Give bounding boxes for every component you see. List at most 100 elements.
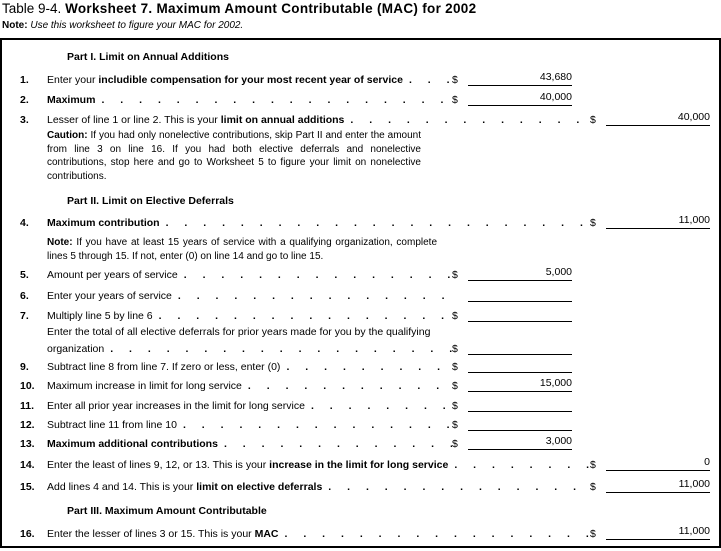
line-number: 2.: [20, 94, 29, 106]
caution-paragraph: Caution: If you had only nonelective con…: [47, 130, 422, 182]
line-number: 9.: [20, 361, 29, 373]
line-2: 2. Maximum $40,000: [20, 91, 572, 106]
table-title: Table 9-4. Worksheet 7. Maximum Amount C…: [2, 1, 477, 16]
amount-field[interactable]: [468, 397, 572, 412]
dot-leader: [344, 114, 590, 126]
amount-field[interactable]: [468, 287, 572, 302]
dollar-sign: $: [452, 438, 458, 450]
line-number: 1.: [20, 74, 29, 86]
part-2-heading: Part II. Limit on Elective Deferrals: [67, 195, 234, 207]
line-14: 14. Enter the least of lines 9, 12, or 13…: [20, 456, 710, 471]
line-15: 15. Add lines 4 and 14. This is your limi…: [20, 478, 710, 493]
dot-leader: [153, 310, 452, 322]
line-text: Add lines 4 and 14. This is your limit o…: [47, 481, 323, 493]
line-number: 11.: [20, 400, 35, 412]
line-number: 12.: [20, 419, 35, 431]
line-4: 4. Maximum contribution $11,000: [20, 214, 710, 229]
line-13: 13. Maximum additional contributions $3,00…: [20, 435, 572, 450]
line-number: 6.: [20, 290, 29, 302]
dot-leader: [448, 459, 590, 471]
line-number: 10.: [20, 380, 35, 392]
line-number: 7.: [20, 310, 29, 322]
line-text: Amount per years of service: [47, 269, 178, 281]
amount-field[interactable]: 40,000: [606, 111, 710, 126]
dot-leader: [280, 361, 452, 373]
line-16: 16. Enter the lesser of lines 3 or 15. Th…: [20, 525, 710, 540]
amount-field[interactable]: 0: [606, 456, 710, 471]
amount-field[interactable]: [468, 358, 572, 373]
dollar-sign: $: [452, 74, 458, 86]
dot-leader: [95, 94, 452, 106]
dollar-sign: $: [590, 459, 596, 471]
dot-leader: [160, 217, 590, 229]
line-text: Enter all prior year increases in the li…: [47, 400, 305, 412]
line-6: 6. Enter your years of service: [20, 287, 572, 302]
line-text: Subtract line 8 from line 7. If zero or …: [47, 361, 281, 373]
dollar-sign: $: [590, 481, 596, 493]
amount-field[interactable]: [468, 307, 572, 322]
line-text: Multiply line 5 by line 6: [47, 310, 153, 322]
amount-field[interactable]: [468, 416, 572, 431]
line-11: 11. Enter all prior year increases in the…: [20, 397, 572, 412]
line-text: Enter the least of lines 9, 12, or 13. T…: [47, 459, 449, 471]
line-10: 10. Maximum increase in limit for long se…: [20, 377, 572, 392]
dollar-sign: $: [452, 361, 458, 373]
part-1-heading: Part I. Limit on Annual Additions: [67, 51, 229, 63]
line-5: 5. Amount per years of service $5,000: [20, 266, 572, 281]
line-number: 15.: [20, 481, 35, 493]
dot-leader: [218, 438, 452, 450]
dollar-sign: $: [452, 269, 458, 281]
dot-leader: [172, 290, 452, 302]
amount-field[interactable]: 40,000: [468, 91, 572, 106]
line-text: Maximum: [47, 94, 96, 106]
amount-field[interactable]: 11,000: [606, 478, 710, 493]
amount-field[interactable]: 43,680: [468, 71, 572, 86]
amount-field[interactable]: 15,000: [468, 377, 572, 392]
line-7: 7. Multiply line 5 by line 6 $: [20, 307, 572, 322]
line-text: Maximum contribution: [47, 217, 160, 229]
dollar-sign: $: [452, 94, 458, 106]
amount-field[interactable]: 11,000: [606, 525, 710, 540]
line-text: Enter your years of service: [47, 290, 172, 302]
dot-leader: [403, 74, 452, 86]
line-text: organization: [47, 343, 105, 355]
dot-leader: [178, 269, 452, 281]
line-9: 9. Subtract line 8 from line 7. If zero o…: [20, 358, 572, 373]
line-1: 1. Enter your includible compensation for…: [20, 71, 572, 86]
dot-leader: [279, 528, 591, 540]
line-12: 12. Subtract line 11 from line 10 $: [20, 416, 572, 431]
line-text: Lesser of line 1 or line 2. This is your…: [47, 114, 345, 126]
dollar-sign: $: [590, 114, 596, 126]
dot-leader: [305, 400, 452, 412]
dollar-sign: $: [452, 400, 458, 412]
line-number: 16.: [20, 528, 35, 540]
dot-leader: [242, 380, 452, 392]
dollar-sign: $: [590, 217, 596, 229]
amount-field[interactable]: 3,000: [468, 435, 572, 450]
amount-field[interactable]: 11,000: [606, 214, 710, 229]
dot-leader: [177, 419, 452, 431]
dollar-sign: $: [452, 380, 458, 392]
dollar-sign: $: [452, 343, 458, 355]
line-text: Subtract line 11 from line 10: [47, 419, 177, 431]
line-number: 4.: [20, 217, 29, 229]
dot-leader: [322, 481, 590, 493]
line-number: 3.: [20, 114, 29, 126]
dollar-sign: $: [590, 528, 596, 540]
line-text: Maximum additional contributions: [47, 438, 218, 450]
dollar-sign: $: [452, 419, 458, 431]
part-3-heading: Part III. Maximum Amount Contributable: [67, 505, 267, 517]
amount-field[interactable]: 5,000: [468, 266, 572, 281]
amount-field[interactable]: [468, 340, 572, 355]
note-paragraph: Note: If you have at least 15 years of s…: [47, 237, 438, 262]
line-8: organization $: [20, 340, 572, 355]
line-number: 14.: [20, 459, 35, 471]
dollar-sign: $: [452, 310, 458, 322]
line-text: Enter your includible compensation for y…: [47, 74, 403, 86]
line-number: 5.: [20, 269, 29, 281]
worksheet-box: [0, 38, 721, 548]
line-text: Maximum increase in limit for long servi…: [47, 380, 242, 392]
line-3: 3. Lesser of line 1 or line 2. This is yo…: [20, 111, 710, 126]
worksheet-note: Note: Use this worksheet to figure your …: [2, 20, 244, 31]
